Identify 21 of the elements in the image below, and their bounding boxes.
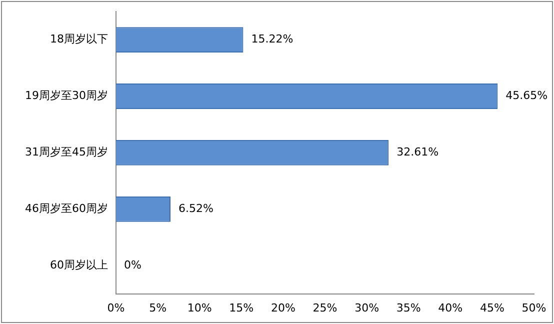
x-tick-label: 45% (480, 301, 504, 314)
x-tick-label: 20% (270, 301, 296, 314)
x-tick-label: 30% (354, 301, 380, 314)
x-tick-label: 35% (396, 301, 421, 314)
x-tick-label: 25% (312, 301, 338, 314)
data-label: 6.52% (178, 202, 214, 215)
y-tick-label: 46周岁至60周岁 (24, 202, 108, 215)
y-tick-label: 60周岁以上 (50, 258, 108, 272)
data-label: 45.65% (506, 89, 548, 102)
x-tick-label: 5% (149, 301, 167, 314)
x-tick-label: 10% (187, 301, 212, 314)
x-tick-label: 40% (438, 301, 463, 314)
data-label: 15.22% (251, 32, 294, 46)
data-label: 0% (124, 258, 142, 272)
y-tick-label: 31周岁至45周岁 (24, 146, 108, 159)
y-tick-label: 18周岁以下 (50, 32, 108, 46)
x-tick-label: 0% (107, 301, 125, 314)
x-tick-label: 15% (229, 301, 254, 314)
data-label: 32.61% (396, 146, 439, 159)
x-tick-label: 50% (522, 301, 546, 314)
y-tick-label: 19周岁至30周岁 (24, 89, 108, 102)
